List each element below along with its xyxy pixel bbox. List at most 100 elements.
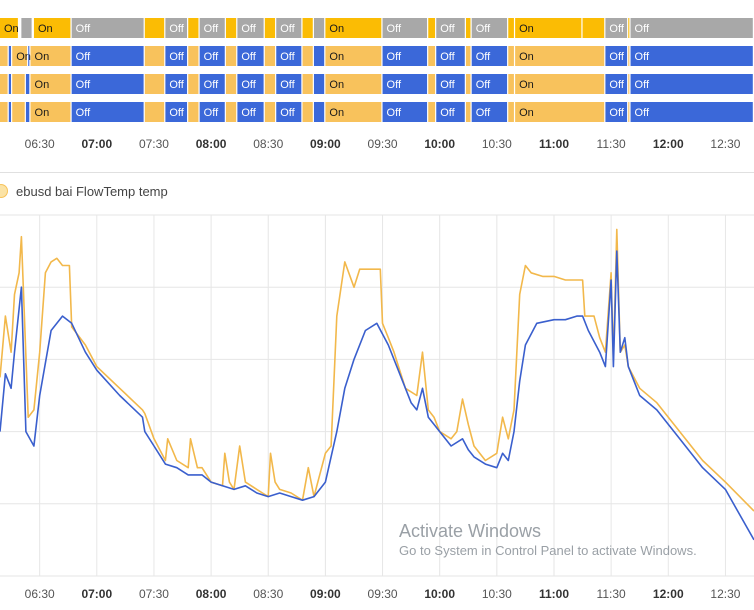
timeline-segment-off[interactable] <box>313 102 325 122</box>
timeline-segment-off[interactable] <box>382 74 428 94</box>
timeline-segment-off[interactable] <box>471 18 508 38</box>
timeline-segment-on[interactable] <box>302 74 313 94</box>
timeline-segment-off[interactable] <box>25 102 30 122</box>
timeline-segment-on[interactable] <box>628 102 630 122</box>
series-line[interactable] <box>0 228 754 512</box>
timeline-segment-off[interactable] <box>199 102 225 122</box>
timeline-segment-on[interactable] <box>325 74 382 94</box>
timeline-segment-on[interactable] <box>0 18 18 38</box>
timeline-segment-on[interactable] <box>12 102 25 122</box>
timeline-segment-on[interactable] <box>144 74 165 94</box>
timeline-segment-on[interactable] <box>302 46 313 66</box>
timeline-segment-on[interactable] <box>508 102 514 122</box>
timeline-segment-on[interactable] <box>225 74 237 94</box>
timeline-segment-on[interactable] <box>428 102 436 122</box>
timeline-segment-on[interactable] <box>264 102 276 122</box>
timeline-segment-on[interactable] <box>508 46 514 66</box>
timeline-segment-on[interactable] <box>188 46 199 66</box>
timeline-segment-off[interactable] <box>237 46 264 66</box>
timeline-segment-on[interactable] <box>30 74 71 94</box>
timeline-segment-on[interactable] <box>30 46 71 66</box>
timeline-segment-on[interactable] <box>144 102 165 122</box>
timeline-segment-off[interactable] <box>276 46 302 66</box>
timeline-segment-off[interactable] <box>71 102 144 122</box>
timeline-segment-off[interactable] <box>605 18 628 38</box>
timeline-segment-on[interactable] <box>428 46 436 66</box>
timeline-segment-off[interactable] <box>71 18 144 38</box>
timeline-segment-off[interactable] <box>313 46 325 66</box>
timeline-segment-on[interactable] <box>0 102 8 122</box>
timeline-segment-on[interactable] <box>264 18 276 38</box>
timeline-segment-off[interactable] <box>630 18 753 38</box>
timeline-segment-off[interactable] <box>313 18 325 38</box>
timeline-segment-on[interactable] <box>302 18 313 38</box>
timeline-segment-off[interactable] <box>605 74 628 94</box>
timeline-segment-off[interactable] <box>165 74 188 94</box>
timeline-segment-on[interactable] <box>465 46 471 66</box>
timeline-segment-on[interactable] <box>225 102 237 122</box>
timeline-segment-off[interactable] <box>71 46 144 66</box>
timeline-segment-on[interactable] <box>515 18 582 38</box>
timeline-segment-off[interactable] <box>276 74 302 94</box>
timeline-segment-on[interactable] <box>428 74 436 94</box>
timeline-segment-on[interactable] <box>12 74 25 94</box>
timeline-segment-on[interactable] <box>325 18 382 38</box>
chart-legend[interactable]: ebusd bai FlowTemp temp <box>0 180 168 202</box>
timeline-segment-on[interactable] <box>225 18 237 38</box>
timeline-segment-off[interactable] <box>436 102 465 122</box>
timeline-segment-off[interactable] <box>8 102 12 122</box>
timeline-segment-on[interactable] <box>465 74 471 94</box>
timeline-segment-on[interactable] <box>12 46 28 66</box>
timeline-segment-off[interactable] <box>630 46 753 66</box>
timeline-segment-off[interactable] <box>25 74 30 94</box>
timeline-segment-off[interactable] <box>276 102 302 122</box>
timeline-segment-off[interactable] <box>28 46 30 66</box>
timeline-segment-off[interactable] <box>199 18 225 38</box>
timeline-segment-off[interactable] <box>436 46 465 66</box>
timeline-segment-off[interactable] <box>199 74 225 94</box>
timeline-segment-off[interactable] <box>605 46 628 66</box>
timeline-segment-off[interactable] <box>165 102 188 122</box>
timeline-segment-on[interactable] <box>0 46 8 66</box>
timeline-segment-on[interactable] <box>0 74 8 94</box>
legend-label[interactable]: ebusd bai FlowTemp temp <box>16 183 168 199</box>
timeline-segment-off[interactable] <box>21 18 32 38</box>
timeline-segment-off[interactable] <box>382 46 428 66</box>
timeline-segment-on[interactable] <box>188 18 199 38</box>
timeline-segment-off[interactable] <box>471 102 508 122</box>
timeline-segment-on[interactable] <box>144 18 165 38</box>
timeline-segment-off[interactable] <box>630 102 753 122</box>
timeline-segment-on[interactable] <box>515 46 605 66</box>
timeline-segment-off[interactable] <box>630 74 753 94</box>
timeline-segment-off[interactable] <box>8 74 12 94</box>
timeline-segment-off[interactable] <box>313 74 325 94</box>
timeline-segment-on[interactable] <box>465 18 471 38</box>
timeline-segment-on[interactable] <box>582 18 605 38</box>
timeline-segment-on[interactable] <box>188 102 199 122</box>
timeline-segment-on[interactable] <box>225 46 237 66</box>
timeline-segment-on[interactable] <box>628 46 630 66</box>
timeline-segment-on[interactable] <box>302 102 313 122</box>
timeline-segment-off[interactable] <box>199 46 225 66</box>
timeline-segment-off[interactable] <box>471 46 508 66</box>
timeline-segment-off[interactable] <box>165 46 188 66</box>
timeline-segment-off[interactable] <box>8 46 12 66</box>
timeline-segment-off[interactable] <box>382 18 428 38</box>
timeline-segment-off[interactable] <box>471 74 508 94</box>
timeline-segment-on[interactable] <box>264 74 276 94</box>
timeline-segment-on[interactable] <box>428 18 436 38</box>
timeline-segment-off[interactable] <box>237 74 264 94</box>
timeline-segment-on[interactable] <box>628 74 630 94</box>
timeline-segment-on[interactable] <box>30 102 71 122</box>
timeline-segment-off[interactable] <box>436 74 465 94</box>
timeline-segment-off[interactable] <box>436 18 465 38</box>
timeline-segment-on[interactable] <box>33 18 71 38</box>
timeline-segment-on[interactable] <box>325 46 382 66</box>
legend-swatch[interactable] <box>0 184 8 198</box>
timeline-segment-on[interactable] <box>465 102 471 122</box>
timeline-segment-on[interactable] <box>144 46 165 66</box>
timeline-segment-on[interactable] <box>515 102 605 122</box>
timeline-segment-off[interactable] <box>237 18 264 38</box>
timeline-segment-off[interactable] <box>71 74 144 94</box>
timeline-segment-off[interactable] <box>605 102 628 122</box>
